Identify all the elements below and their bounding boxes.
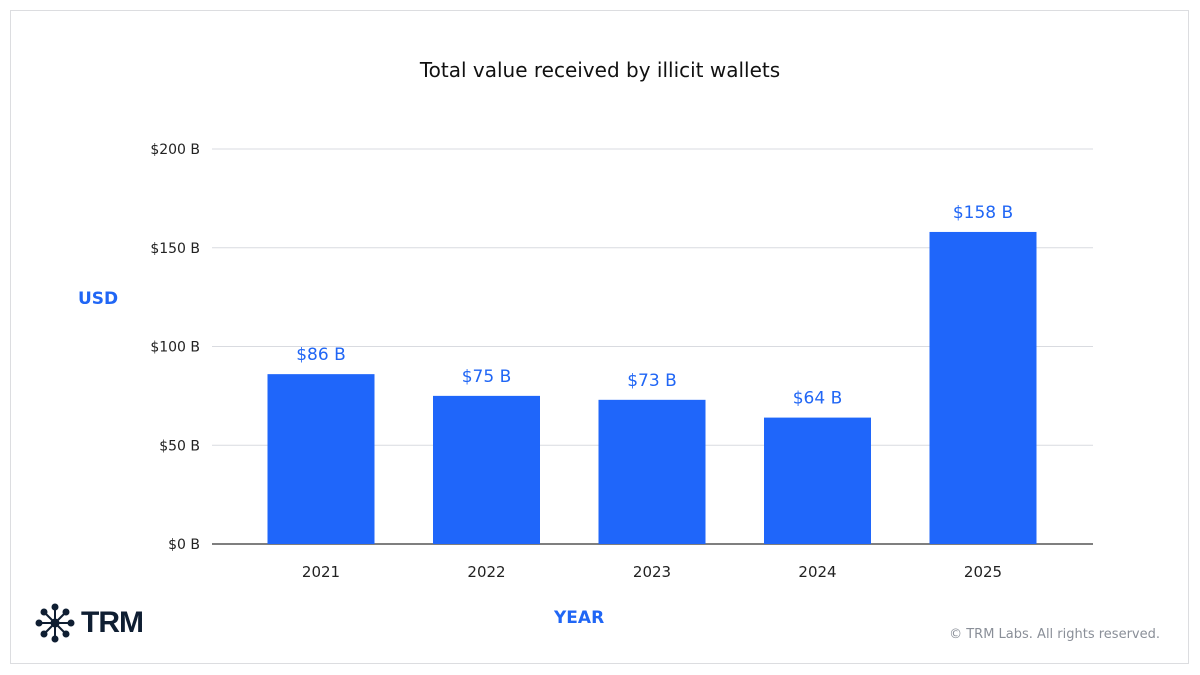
x-tick-label: 2025 — [964, 563, 1002, 581]
network-node-icon — [35, 603, 75, 643]
data-label: $73 B — [627, 371, 677, 391]
y-axis-label: USD — [78, 289, 119, 309]
x-tick-label: 2022 — [467, 563, 505, 581]
x-tick-label: 2024 — [798, 563, 836, 581]
y-tick-label: $100 B — [150, 340, 200, 356]
bar-2022 — [433, 395, 540, 544]
y-tick-label: $200 B — [150, 142, 200, 158]
data-label: $158 B — [953, 203, 1013, 223]
chart-title: Total value received by illicit wallets — [419, 58, 781, 82]
data-label: $75 B — [462, 367, 512, 387]
y-tick-label: $0 B — [168, 537, 200, 553]
x-tick-label: 2021 — [302, 563, 340, 581]
data-label: $64 B — [793, 389, 843, 409]
bar-2024 — [764, 417, 871, 544]
x-axis-label: YEAR — [554, 608, 605, 628]
y-tick-label: $150 B — [150, 241, 200, 257]
copyright: © TRM Labs. All rights reserved. — [949, 627, 1160, 642]
bar-2025 — [929, 231, 1037, 544]
y-tick-label: $50 B — [159, 438, 200, 454]
data-label: $86 B — [296, 345, 346, 365]
bar-2021 — [267, 374, 375, 544]
chart-frame — [10, 10, 1189, 664]
x-tick-label: 2023 — [633, 563, 671, 581]
logo-text: TRM — [81, 606, 144, 639]
bar-2023 — [598, 399, 706, 544]
trm-logo: TRM — [35, 603, 144, 643]
